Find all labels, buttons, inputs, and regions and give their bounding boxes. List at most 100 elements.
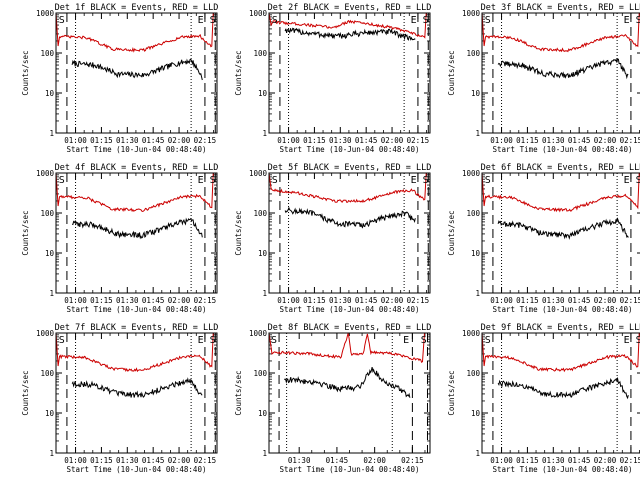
x-axis-label: Start Time (10-Jun-04 00:48:40) xyxy=(67,145,207,154)
x-tick-label: 02:00 xyxy=(594,136,617,145)
marker-label-s: S xyxy=(210,175,216,186)
x-tick-label: 01:00 xyxy=(277,136,300,145)
x-tick-label: 01:45 xyxy=(142,296,165,305)
y-tick-label: 1000 xyxy=(249,329,268,338)
x-axis-label: Start Time (10-Jun-04 00:48:40) xyxy=(493,465,633,474)
marker-label-e: E xyxy=(403,335,409,346)
marker-label-s: S xyxy=(636,175,640,186)
plot-frame xyxy=(55,172,218,294)
x-tick-label: 01:30 xyxy=(288,456,311,465)
y-tick-label: 100 xyxy=(253,49,267,58)
marker-label-s: S xyxy=(59,335,65,346)
series-line-lld xyxy=(56,333,214,373)
series-line-lld xyxy=(482,13,640,53)
chart-panel-8: Det 8f BLACK = Events, RED = LLD 1 10 100 10… xyxy=(234,323,431,474)
x-tick-label: 01:15 xyxy=(303,136,326,145)
y-tick-label: 10 xyxy=(471,89,481,98)
x-tick-label: 01:45 xyxy=(142,456,165,465)
series-line-lld xyxy=(269,333,425,363)
marker-label-e: E xyxy=(624,15,630,26)
series-line-events xyxy=(284,206,416,229)
x-tick-label: 02:15 xyxy=(407,296,430,305)
x-tick-label: 02:00 xyxy=(594,456,617,465)
chart-panel-3: Det 3f BLACK = Events, RED = LLD 1 10 100 10… xyxy=(447,3,640,154)
marker-label-s: S xyxy=(271,335,277,346)
chart-panel-5: Det 5f BLACK = Events, RED = LLD 1 10 100 10… xyxy=(234,163,431,314)
x-axis-label: Start Time (10-Jun-04 00:48:40) xyxy=(493,145,633,154)
y-tick-label: 1 xyxy=(49,449,54,458)
series-line-events xyxy=(71,217,203,240)
marker-label-s: S xyxy=(636,335,640,346)
x-tick-label: 01:30 xyxy=(542,296,565,305)
y-tick-label: 1 xyxy=(49,289,54,298)
chart-title: Det 1f BLACK = Events, RED = LLD xyxy=(55,3,219,13)
x-axis-label: Start Time (10-Jun-04 00:48:40) xyxy=(67,305,207,314)
chart-title: Det 4f BLACK = Events, RED = LLD xyxy=(55,163,219,173)
chart-panel-9: Det 9f BLACK = Events, RED = LLD 1 10 100 10… xyxy=(447,323,640,474)
y-tick-label: 10 xyxy=(258,409,268,418)
x-tick-label: 02:00 xyxy=(381,136,404,145)
series-line-lld xyxy=(482,173,640,213)
x-axis-label: Start Time (10-Jun-04 00:48:40) xyxy=(280,145,420,154)
x-tick-label: 01:00 xyxy=(64,296,87,305)
x-axis-label: Start Time (10-Jun-04 00:48:40) xyxy=(67,465,207,474)
marker-label-e: E xyxy=(624,175,630,186)
y-tick-label: 1000 xyxy=(462,9,481,18)
plot-frame xyxy=(55,332,218,454)
y-tick-label: 1000 xyxy=(249,169,268,178)
x-tick-label: 02:15 xyxy=(194,136,217,145)
marker-label-s: S xyxy=(210,335,216,346)
chart-panel-7: Det 7f BLACK = Events, RED = LLD 1 10 100 10… xyxy=(21,323,218,474)
marker-label-e: E xyxy=(624,335,630,346)
x-tick-label: 01:45 xyxy=(355,296,378,305)
chart-title: Det 8f BLACK = Events, RED = LLD xyxy=(268,323,432,333)
x-tick-label: 01:15 xyxy=(516,296,539,305)
marker-label-s: S xyxy=(485,335,491,346)
series-line-events xyxy=(497,217,629,240)
y-axis-label: Counts/sec xyxy=(234,50,243,95)
marker-label-e: E xyxy=(198,335,204,346)
y-tick-label: 1 xyxy=(475,289,480,298)
marker-label-s: S xyxy=(423,175,429,186)
series-line-events xyxy=(284,27,416,41)
x-tick-label: 01:45 xyxy=(326,456,349,465)
plot-frame xyxy=(481,172,640,294)
series-line-lld xyxy=(482,333,640,373)
y-tick-label: 100 xyxy=(253,209,267,218)
x-tick-label: 01:30 xyxy=(116,456,139,465)
x-tick-label: 01:00 xyxy=(277,296,300,305)
series-line-events xyxy=(71,377,203,398)
x-tick-label: 01:00 xyxy=(490,136,513,145)
y-tick-label: 100 xyxy=(466,49,480,58)
x-tick-label: 01:00 xyxy=(64,136,87,145)
plot-frame xyxy=(55,12,218,134)
x-tick-label: 01:30 xyxy=(116,136,139,145)
y-tick-label: 10 xyxy=(471,249,481,258)
x-tick-label: 02:15 xyxy=(620,456,640,465)
x-tick-label: 01:00 xyxy=(490,296,513,305)
y-tick-label: 100 xyxy=(40,209,54,218)
x-tick-label: 02:00 xyxy=(168,296,191,305)
y-axis-label: Counts/sec xyxy=(21,370,30,415)
series-line-lld xyxy=(56,173,214,213)
y-tick-label: 100 xyxy=(40,369,54,378)
series-line-lld xyxy=(269,13,427,39)
x-tick-label: 01:45 xyxy=(142,136,165,145)
marker-label-e: E xyxy=(198,175,204,186)
y-tick-label: 1 xyxy=(262,449,267,458)
chart-panel-1: Det 1f BLACK = Events, RED = LLD 1 10 100 10… xyxy=(21,3,218,154)
y-tick-label: 1000 xyxy=(462,329,481,338)
y-tick-label: 10 xyxy=(471,409,481,418)
x-tick-label: 01:30 xyxy=(329,136,352,145)
x-tick-label: 01:15 xyxy=(90,296,113,305)
series-line-events xyxy=(71,58,203,81)
y-tick-label: 1000 xyxy=(36,9,55,18)
marker-label-e: E xyxy=(411,175,417,186)
y-tick-label: 10 xyxy=(45,89,55,98)
y-tick-label: 1 xyxy=(475,129,480,138)
x-tick-label: 02:15 xyxy=(407,136,430,145)
marker-label-s: S xyxy=(272,175,278,186)
y-axis-label: Counts/sec xyxy=(21,210,30,255)
x-tick-label: 01:15 xyxy=(90,456,113,465)
x-tick-label: 01:15 xyxy=(516,136,539,145)
